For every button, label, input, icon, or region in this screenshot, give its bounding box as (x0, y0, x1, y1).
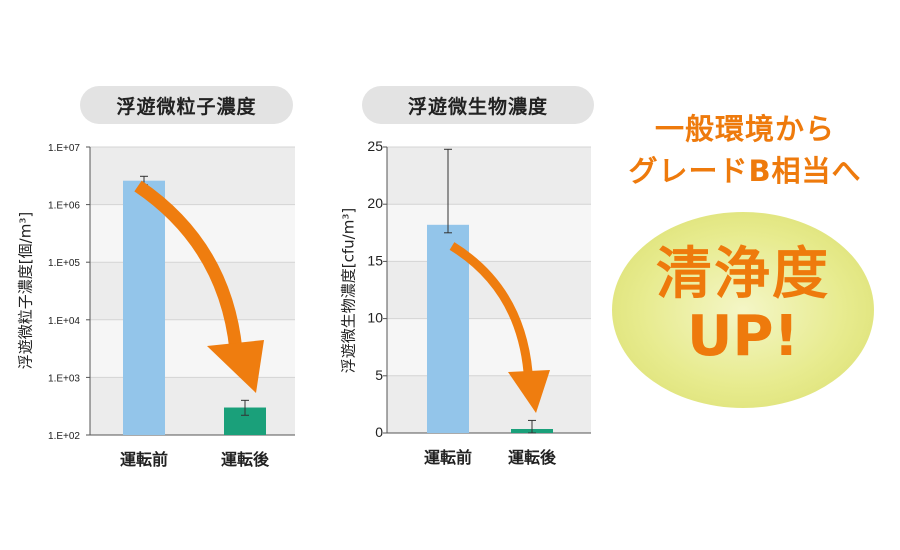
chart2-tick-label: 20 (367, 195, 383, 211)
chart1-decline-arrow-shaft (134, 180, 243, 351)
chart2-band (387, 318, 591, 376)
chart2-tick-label: 25 (367, 138, 383, 154)
chart1-decline-arrow-head (207, 340, 264, 393)
chart1-category-label: 運転後 (221, 450, 270, 469)
chart1-category-label: 運転前 (120, 450, 168, 469)
highlight-blob (612, 212, 874, 408)
chart2-tick-label: 0 (375, 424, 383, 440)
chart1-band (90, 262, 295, 320)
chart1-band (90, 147, 295, 205)
charts-canvas: 1.E+02 1.E+03 1.E+04 1.E+05 1.E+06 1.E+07 運転前 運… (48, 138, 591, 469)
chart2-decline-arrow-shaft (449, 242, 533, 373)
chart2-tick-label: 5 (375, 367, 383, 383)
chart1-tick-label: 1.E+06 (48, 201, 80, 212)
chart2-tick-label: 10 (367, 310, 383, 326)
chart1-title: 浮遊微粒子濃度 (80, 86, 293, 124)
chart2-bar-before (427, 224, 469, 433)
chart1-tick-label: 1.E+07 (48, 143, 80, 154)
promo-big1: 清浄度 (656, 242, 830, 307)
chart2-band (387, 147, 591, 205)
chart2-category-label: 運転後 (508, 448, 557, 467)
chart2-tick-label: 15 (367, 252, 383, 268)
chart1-tick-label: 1.E+03 (48, 373, 80, 384)
chart2-category-label: 運転前 (424, 448, 472, 467)
chart2-title: 浮遊微生物濃度 (362, 86, 594, 124)
chart1-tick-label: 1.E+05 (48, 258, 80, 269)
chart2-band (387, 375, 591, 433)
promo-line2: グレードB相当へ (628, 154, 862, 188)
chart2-band (387, 261, 591, 319)
promo-line1: 一般環境から (654, 112, 835, 146)
chart2-decline-arrow-head (508, 370, 550, 413)
chart1-band (90, 319, 295, 378)
chart1-tick-label: 1.E+02 (48, 431, 80, 442)
chart2-band (387, 204, 591, 262)
promo-big2: UP! (686, 304, 800, 369)
chart1-bar-before (123, 180, 165, 435)
chart1-tick-label: 1.E+04 (48, 316, 80, 327)
